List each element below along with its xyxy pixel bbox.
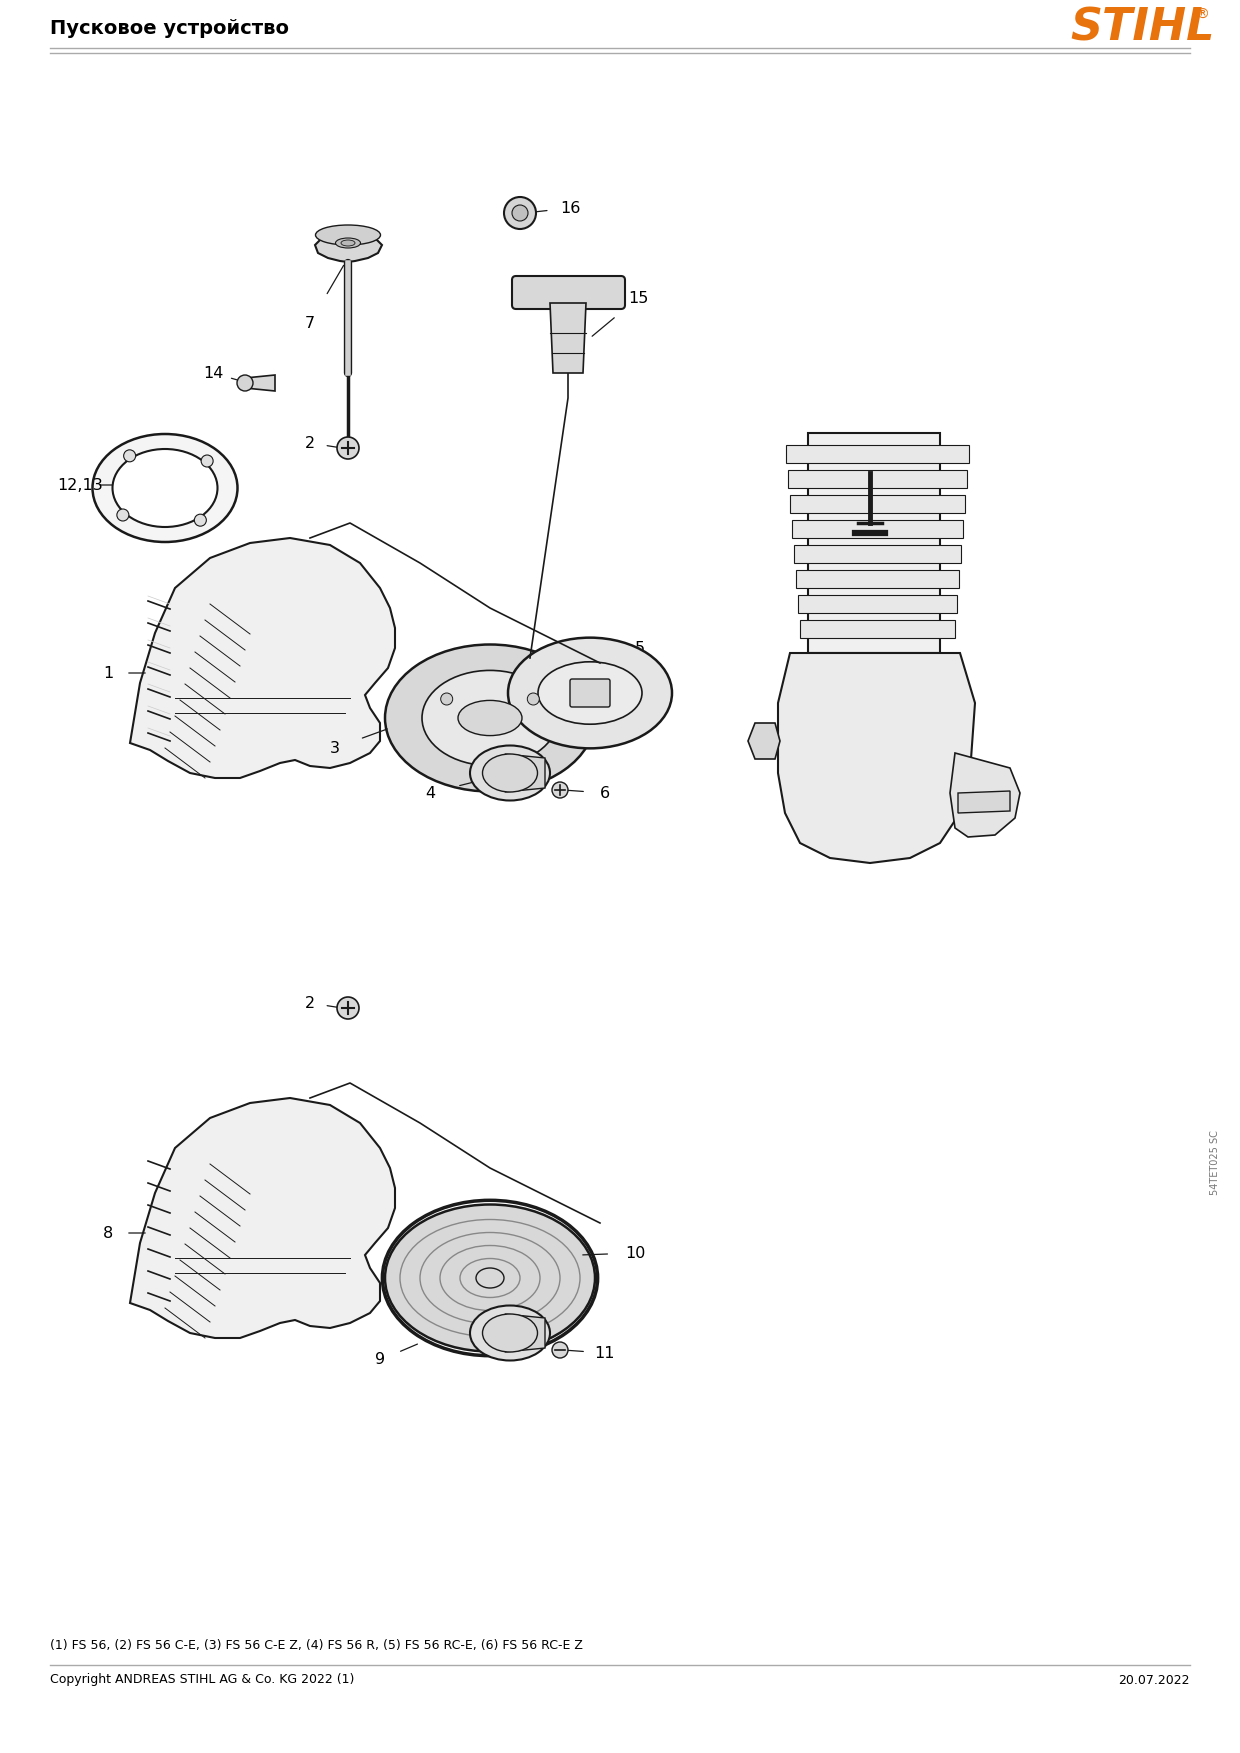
Ellipse shape — [508, 638, 672, 749]
Polygon shape — [796, 570, 959, 587]
Ellipse shape — [482, 754, 537, 792]
Text: 12,13: 12,13 — [57, 477, 103, 493]
FancyBboxPatch shape — [512, 275, 625, 309]
Polygon shape — [799, 594, 957, 614]
Polygon shape — [786, 445, 968, 463]
Text: Copyright ANDREAS STIHL AG & Co. KG 2022 (1): Copyright ANDREAS STIHL AG & Co. KG 2022… — [50, 1674, 355, 1686]
Ellipse shape — [458, 701, 522, 736]
FancyBboxPatch shape — [570, 678, 610, 706]
Ellipse shape — [384, 645, 595, 792]
Text: 1: 1 — [103, 666, 113, 680]
Ellipse shape — [384, 1204, 595, 1352]
Polygon shape — [246, 375, 275, 391]
Polygon shape — [130, 538, 396, 778]
Text: STIHL: STIHL — [1070, 7, 1214, 49]
Circle shape — [552, 1343, 568, 1359]
Circle shape — [124, 451, 135, 461]
Text: 20.07.2022: 20.07.2022 — [1118, 1674, 1190, 1686]
Text: 9: 9 — [374, 1353, 386, 1367]
Text: 4: 4 — [425, 785, 435, 801]
Text: Пусковое устройство: Пусковое устройство — [50, 19, 289, 37]
Ellipse shape — [470, 1306, 551, 1360]
Circle shape — [337, 436, 360, 459]
Polygon shape — [787, 470, 967, 487]
Circle shape — [237, 375, 253, 391]
Text: 5: 5 — [635, 640, 645, 656]
Text: ®: ® — [1195, 9, 1209, 23]
Text: 2: 2 — [305, 996, 315, 1010]
Text: 7: 7 — [305, 316, 315, 331]
Text: 14: 14 — [203, 365, 223, 380]
Text: 11: 11 — [595, 1346, 615, 1360]
Ellipse shape — [315, 224, 381, 245]
Polygon shape — [790, 494, 965, 514]
Polygon shape — [800, 621, 955, 638]
Text: 6: 6 — [600, 785, 610, 801]
Polygon shape — [794, 545, 961, 563]
Polygon shape — [130, 1097, 396, 1338]
Ellipse shape — [476, 1267, 503, 1288]
Circle shape — [337, 997, 360, 1018]
Circle shape — [503, 196, 536, 230]
Text: 16: 16 — [559, 200, 580, 216]
Circle shape — [201, 456, 213, 466]
Circle shape — [512, 205, 528, 221]
Ellipse shape — [422, 670, 558, 766]
Circle shape — [484, 750, 496, 763]
Polygon shape — [959, 791, 1011, 813]
Ellipse shape — [93, 435, 238, 542]
Polygon shape — [808, 433, 940, 654]
Circle shape — [117, 508, 129, 521]
Text: 8: 8 — [103, 1225, 113, 1241]
Polygon shape — [505, 754, 546, 792]
Polygon shape — [748, 722, 780, 759]
Circle shape — [440, 692, 453, 705]
Ellipse shape — [470, 745, 551, 801]
Ellipse shape — [482, 1315, 537, 1352]
Text: (1) FS 56, (2) FS 56 C-E, (3) FS 56 C-E Z, (4) FS 56 R, (5) FS 56 RC-E, (6) FS 5: (1) FS 56, (2) FS 56 C-E, (3) FS 56 C-E … — [50, 1639, 583, 1651]
Polygon shape — [518, 282, 618, 303]
Circle shape — [527, 692, 539, 705]
Text: 54TET025 SC: 54TET025 SC — [1210, 1131, 1220, 1196]
Circle shape — [195, 514, 206, 526]
Text: 10: 10 — [625, 1245, 645, 1260]
Text: 15: 15 — [627, 291, 649, 305]
Polygon shape — [315, 231, 382, 261]
Ellipse shape — [341, 240, 355, 245]
Ellipse shape — [336, 238, 361, 247]
Ellipse shape — [538, 663, 642, 724]
Polygon shape — [792, 521, 963, 538]
Polygon shape — [551, 303, 587, 373]
Ellipse shape — [113, 449, 217, 528]
Polygon shape — [777, 654, 975, 862]
Polygon shape — [950, 754, 1021, 836]
Text: 2: 2 — [305, 435, 315, 451]
Polygon shape — [505, 1315, 546, 1352]
Text: 3: 3 — [330, 740, 340, 756]
Circle shape — [552, 782, 568, 798]
